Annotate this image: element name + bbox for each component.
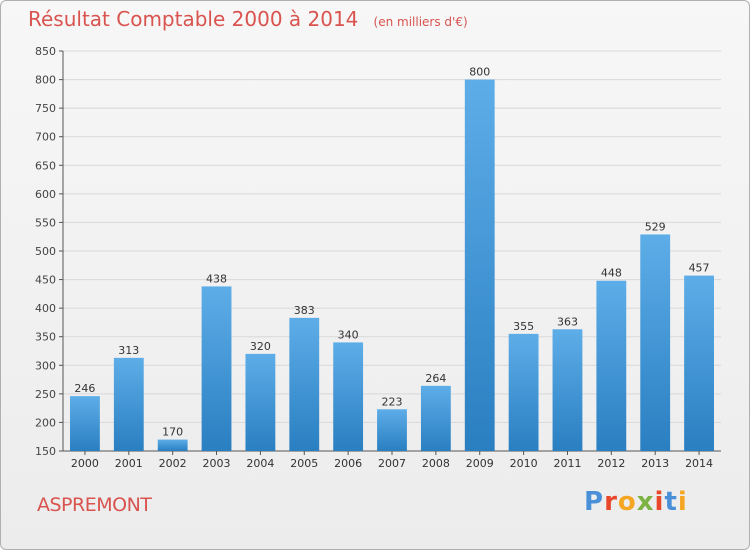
- y-tick-label: 250: [35, 388, 56, 401]
- x-tick-label: 2001: [115, 457, 143, 470]
- x-tick-label: 2007: [378, 457, 406, 470]
- chart-subtitle: (en milliers d'€): [373, 15, 468, 29]
- x-tick-label: 2004: [246, 457, 274, 470]
- bars: [70, 79, 714, 452]
- y-tick-label: 550: [35, 216, 56, 229]
- chart-title: Résultat Comptable 2000 à 2014: [28, 7, 359, 31]
- x-tick-label: 2010: [510, 457, 538, 470]
- y-tick-label: 400: [35, 302, 56, 315]
- y-tick-label: 450: [35, 274, 56, 287]
- x-tick-label: 2000: [71, 457, 99, 470]
- x-tick-label: 2013: [641, 457, 669, 470]
- bar: [464, 79, 495, 452]
- y-tick-label: 150: [35, 445, 56, 458]
- bar-value-label: 457: [689, 262, 710, 275]
- bar: [70, 396, 100, 451]
- y-tick-label: 650: [35, 159, 56, 172]
- x-tick-label: 2005: [290, 457, 318, 470]
- bar: [201, 286, 232, 451]
- x-tick-label: 2014: [685, 457, 713, 470]
- x-tick-label: 2006: [334, 457, 362, 470]
- town-name: ASPREMONT: [37, 494, 152, 516]
- x-tick-label: 2003: [203, 457, 231, 470]
- bar-value-label: 170: [162, 426, 183, 439]
- x-tick-label: 2002: [159, 457, 187, 470]
- bar-value-label: 246: [74, 382, 95, 395]
- bar: [596, 280, 627, 451]
- bar-value-label: 320: [250, 340, 271, 353]
- y-tick-label: 750: [35, 102, 56, 115]
- bar: [289, 317, 320, 451]
- y-tick-label: 800: [35, 74, 56, 87]
- bar: [508, 333, 539, 451]
- proxiti-logo[interactable]: Proxiti: [584, 487, 688, 517]
- bar: [640, 234, 671, 451]
- labels: 150 200 250 300 350 400 450 500 550 600 650 700 750 8…: [35, 45, 713, 470]
- y-tick-label: 200: [35, 416, 56, 429]
- bar-value-label: 355: [513, 320, 534, 333]
- bar-value-label: 363: [557, 315, 578, 328]
- bar: [552, 329, 583, 451]
- bar-value-label: 800: [469, 66, 490, 79]
- bar-value-label: 264: [425, 372, 446, 385]
- bar-value-label: 383: [294, 304, 315, 317]
- bar: [684, 275, 714, 451]
- y-tick-label: 300: [35, 359, 56, 372]
- y-tick-label: 850: [35, 45, 56, 58]
- bar: [157, 439, 188, 451]
- bar: [113, 357, 144, 451]
- bar: [420, 385, 451, 451]
- x-tick-label: 2012: [597, 457, 625, 470]
- x-tick-label: 2008: [422, 457, 450, 470]
- y-tick-label: 500: [35, 245, 56, 258]
- y-tick-label: 350: [35, 331, 56, 344]
- x-tick-label: 2011: [553, 457, 581, 470]
- y-tick-label: 600: [35, 188, 56, 201]
- bar-value-label: 340: [338, 328, 359, 341]
- bar-value-label: 223: [382, 395, 403, 408]
- bar: [333, 342, 364, 451]
- bar: [377, 409, 407, 451]
- bar-value-label: 313: [118, 344, 139, 357]
- bar-value-label: 529: [645, 220, 666, 233]
- y-tick-label: 700: [35, 131, 56, 144]
- title-row: Résultat Comptable 2000 à 2014 (en milli…: [28, 7, 468, 31]
- x-tick-label: 2009: [466, 457, 494, 470]
- bar-value-label: 438: [206, 272, 227, 285]
- bar-value-label: 448: [601, 267, 622, 280]
- bar: [245, 353, 276, 451]
